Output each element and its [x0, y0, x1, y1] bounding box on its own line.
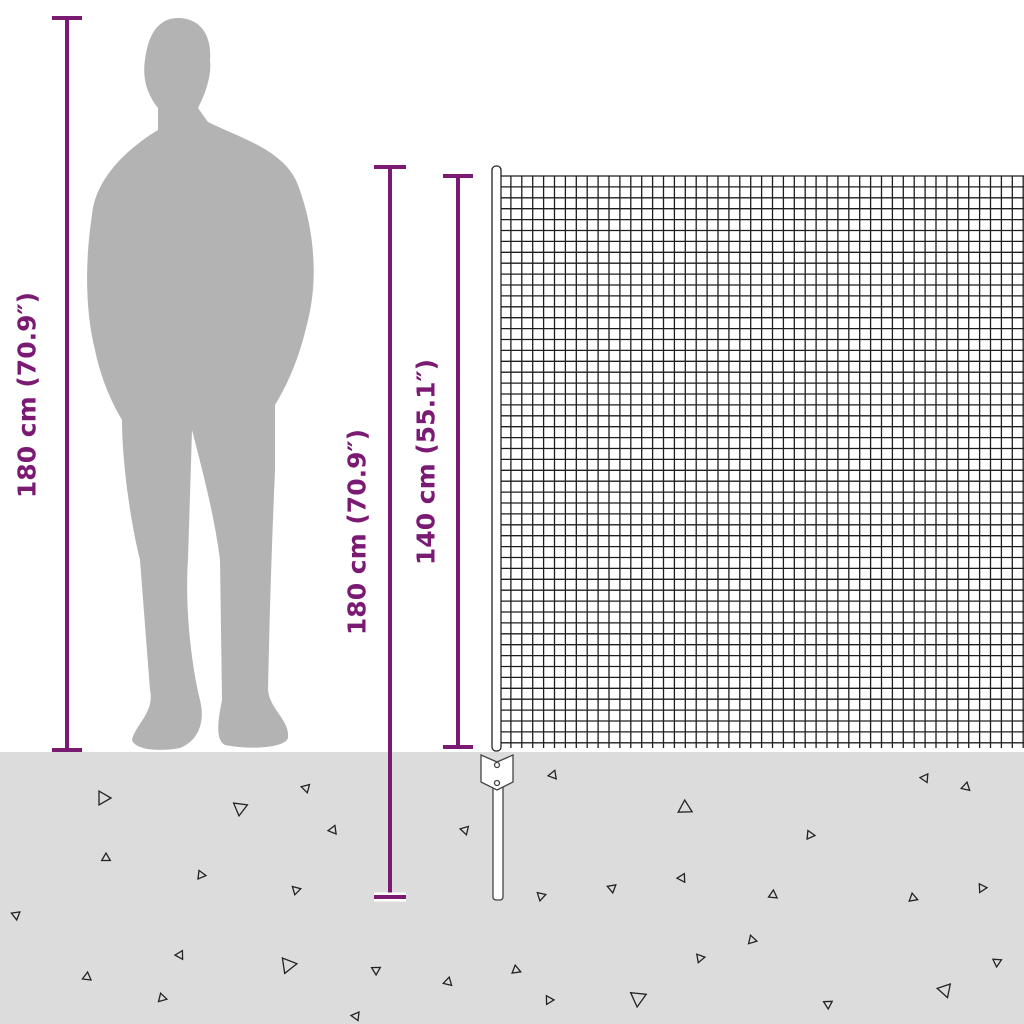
pebble [959, 780, 971, 792]
person-height-label: 180 cm (70.9″) [12, 291, 42, 499]
pebble [10, 911, 21, 922]
pebble [441, 975, 453, 987]
person-height-dimension-line [52, 16, 82, 752]
pebbles [10, 769, 1003, 1022]
pebble [991, 958, 1003, 969]
pebble [326, 824, 337, 836]
pebble [695, 953, 707, 964]
pebble [157, 991, 169, 1003]
pebble [81, 970, 93, 981]
pebble [98, 789, 113, 807]
pebble [978, 882, 989, 894]
pebble [546, 769, 558, 780]
pebble [511, 963, 522, 974]
pebble [349, 1010, 360, 1022]
pebble [536, 891, 548, 903]
pebble [232, 802, 249, 818]
pebble [606, 883, 617, 895]
pebble [747, 933, 759, 945]
pebble [675, 872, 686, 884]
pebble [545, 994, 556, 1006]
dimension-lines [52, 16, 473, 902]
ground [0, 752, 1024, 1024]
fence-mesh-icon [497, 175, 1024, 748]
pebble [822, 1000, 834, 1011]
pebble [299, 783, 311, 795]
pebble [918, 772, 929, 784]
pebble [281, 956, 299, 975]
pebble [677, 798, 694, 813]
pebble [173, 949, 184, 961]
pebble [291, 885, 303, 897]
pebble [767, 888, 779, 899]
fence-post [491, 165, 502, 752]
pebble [908, 891, 919, 903]
person-silhouette-icon [87, 18, 314, 750]
post-height-dimension-line [374, 165, 406, 902]
pebble [197, 869, 208, 881]
pebble [100, 851, 112, 862]
net-height-label: 140 cm (55.1″) [411, 358, 441, 566]
post-height-label: 180 cm (70.9″) [342, 428, 372, 636]
pebble [806, 829, 817, 841]
net-height-dimension-line [443, 174, 473, 749]
pebble [935, 983, 952, 999]
pebble [370, 966, 382, 977]
ground-spike-post-icon [480, 754, 514, 901]
pebble [458, 825, 470, 837]
pebble [629, 991, 648, 1009]
